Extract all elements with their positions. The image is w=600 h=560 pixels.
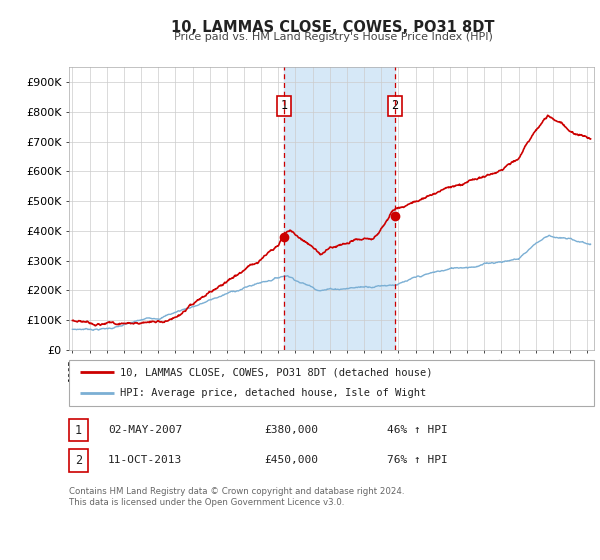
- Text: 2: 2: [391, 99, 398, 113]
- Text: 10, LAMMAS CLOSE, COWES, PO31 8DT: 10, LAMMAS CLOSE, COWES, PO31 8DT: [171, 20, 495, 35]
- Text: Contains HM Land Registry data © Crown copyright and database right 2024.
This d: Contains HM Land Registry data © Crown c…: [69, 487, 404, 507]
- Text: 1: 1: [75, 423, 82, 437]
- Text: 1: 1: [280, 99, 287, 113]
- Text: £450,000: £450,000: [264, 455, 318, 465]
- Text: Price paid vs. HM Land Registry's House Price Index (HPI): Price paid vs. HM Land Registry's House …: [173, 32, 493, 43]
- Bar: [284, 67, 395, 350]
- Text: HPI: Average price, detached house, Isle of Wight: HPI: Average price, detached house, Isle…: [120, 389, 426, 399]
- Text: 11-OCT-2013: 11-OCT-2013: [108, 455, 182, 465]
- Text: 02-MAY-2007: 02-MAY-2007: [108, 425, 182, 435]
- Text: 76% ↑ HPI: 76% ↑ HPI: [387, 455, 448, 465]
- Text: 10, LAMMAS CLOSE, COWES, PO31 8DT (detached house): 10, LAMMAS CLOSE, COWES, PO31 8DT (detac…: [120, 367, 433, 377]
- Text: 46% ↑ HPI: 46% ↑ HPI: [387, 425, 448, 435]
- Text: 2: 2: [75, 454, 82, 467]
- Text: £380,000: £380,000: [264, 425, 318, 435]
